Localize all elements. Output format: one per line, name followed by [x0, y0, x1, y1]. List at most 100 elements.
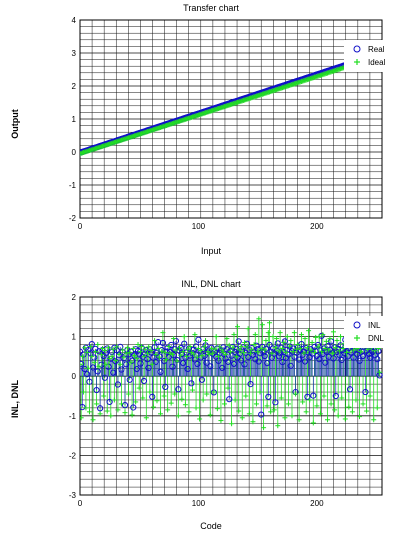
data-point-circle — [362, 388, 369, 396]
data-point-plus — [134, 355, 140, 361]
data-point-plus — [230, 345, 236, 351]
data-point-circle — [304, 393, 311, 400]
y-tick-label: -1 — [69, 181, 77, 190]
data-point-circle — [354, 351, 361, 358]
data-point-circle — [121, 402, 129, 409]
data-point-plus — [226, 342, 232, 348]
data-point-plus — [150, 404, 156, 410]
data-point-plus — [243, 393, 249, 399]
data-point-plus — [111, 397, 117, 403]
data-point-plus — [338, 334, 344, 340]
y-tick-label: 3 — [72, 49, 77, 58]
data-point-plus — [146, 344, 152, 350]
data-point-plus — [154, 398, 160, 404]
data-point-plus — [197, 416, 203, 422]
data-point-plus — [246, 411, 252, 417]
data-point-circle — [322, 359, 329, 366]
data-point-plus — [190, 387, 196, 393]
data-point-plus — [95, 342, 101, 348]
data-point-plus — [320, 332, 326, 338]
data-point-circle — [81, 365, 88, 373]
data-point-plus — [203, 338, 209, 344]
data-point-circle — [84, 371, 91, 378]
data-point-circle — [207, 363, 214, 370]
data-point-plus — [184, 353, 190, 359]
legend: Real Ideal — [344, 40, 389, 72]
data-point-plus — [185, 346, 191, 352]
data-point-circle — [106, 398, 113, 406]
data-point-plus — [258, 345, 264, 351]
data-point-plus — [121, 354, 127, 360]
data-point-plus — [149, 361, 155, 367]
data-point-plus — [224, 336, 230, 342]
data-point-plus — [329, 350, 335, 356]
data-point-circle — [247, 381, 254, 388]
data-point-circle — [188, 380, 195, 387]
data-point-plus — [283, 349, 289, 355]
y-tick-label: 0 — [72, 148, 77, 157]
data-point-plus — [171, 336, 177, 342]
data-point-plus — [332, 407, 338, 413]
data-point-circle — [228, 352, 235, 359]
data-point-plus — [308, 347, 314, 353]
data-point-plus — [133, 399, 139, 405]
data-point-plus — [319, 349, 325, 355]
data-point-plus — [307, 397, 313, 403]
data-point-plus — [212, 346, 218, 352]
y-tick-label: 2 — [72, 82, 77, 91]
data-point-plus — [291, 330, 297, 336]
data-point-plus — [192, 332, 198, 338]
data-point-plus — [186, 409, 192, 415]
data-point-plus — [325, 417, 331, 423]
data-point-circle — [219, 364, 226, 371]
data-point-plus — [304, 345, 310, 351]
data-point-plus — [104, 408, 110, 414]
data-point-circle — [281, 338, 288, 345]
data-point-plus — [288, 338, 294, 344]
data-point-plus — [160, 330, 166, 336]
data-point-circle — [261, 352, 268, 360]
y-tick-label: 1 — [72, 333, 77, 342]
data-point-plus — [174, 358, 180, 364]
data-point-plus — [343, 349, 349, 355]
data-point-plus — [239, 415, 245, 421]
data-point-circle — [87, 350, 94, 357]
data-point-circle — [170, 352, 177, 359]
data-point-plus — [225, 385, 231, 391]
data-point-plus — [143, 415, 149, 421]
data-point-plus — [166, 344, 172, 349]
data-point-plus — [240, 349, 246, 355]
data-point-plus — [251, 342, 257, 348]
y-tick-label: 1 — [72, 115, 77, 124]
data-point-plus — [175, 413, 181, 419]
data-point-plus — [364, 408, 370, 414]
y-tick-label: 0 — [72, 372, 77, 381]
data-point-plus — [85, 365, 91, 371]
data-point-plus — [276, 348, 282, 354]
y-axis-label: Output — [10, 109, 20, 139]
data-point-plus — [83, 405, 89, 411]
data-point-circle — [175, 386, 182, 393]
data-point-plus — [172, 391, 178, 397]
data-point-plus — [173, 347, 179, 353]
data-point-plus — [274, 336, 280, 342]
data-point-plus — [248, 350, 254, 356]
data-point-plus — [103, 361, 109, 367]
data-point-plus — [90, 417, 96, 423]
data-point-plus — [285, 401, 291, 407]
data-point-circle — [157, 368, 164, 375]
data-point-plus — [257, 389, 263, 395]
data-point-plus — [349, 409, 355, 415]
legend-box — [344, 40, 389, 72]
y-tick-label: -2 — [69, 214, 77, 223]
data-point-plus — [272, 345, 278, 351]
data-point-plus — [309, 340, 315, 346]
data-point-circle — [130, 404, 137, 411]
data-point-plus — [231, 332, 237, 338]
data-point-plus — [265, 330, 271, 336]
data-point-plus — [158, 411, 164, 417]
data-point-plus — [178, 352, 184, 358]
data-point-plus — [199, 353, 205, 359]
data-point-plus — [98, 351, 104, 357]
data-point-plus — [113, 357, 119, 363]
